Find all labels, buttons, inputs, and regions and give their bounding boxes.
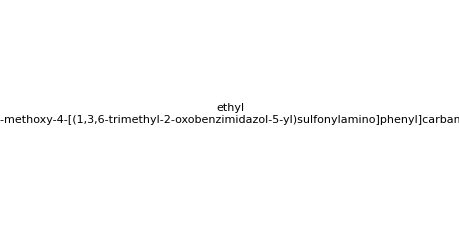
- Text: ethyl N-[2-methoxy-4-[(1,3,6-trimethyl-2-oxobenzimidazol-5-yl)sulfonylamino]phen: ethyl N-[2-methoxy-4-[(1,3,6-trimethyl-2…: [0, 103, 459, 124]
